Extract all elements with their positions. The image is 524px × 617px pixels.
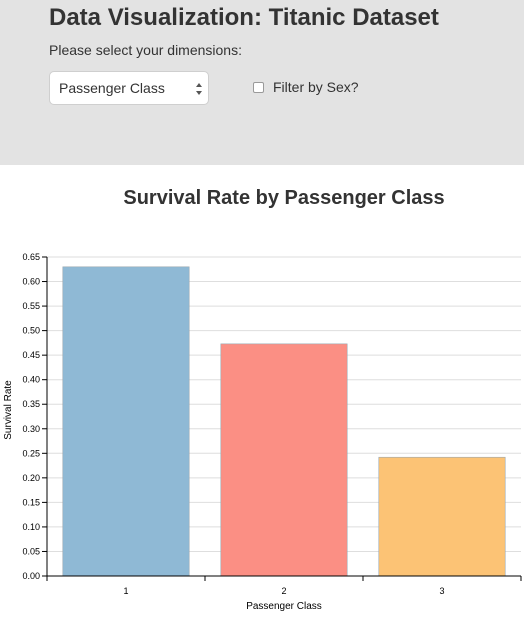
y-tick-label: 0.60: [22, 277, 40, 287]
chart-title: Survival Rate by Passenger Class: [123, 187, 444, 209]
y-tick-label: 0.30: [22, 424, 40, 434]
survival-chart: Survival Rate by Passenger Class 0.000.0…: [3, 187, 522, 612]
y-axis-title: Survival Rate: [3, 380, 14, 440]
page-title: Data Visualization: Titanic Dataset: [49, 4, 439, 31]
bar-class-3: [378, 456, 506, 577]
x-axis-title: Passenger Class: [246, 601, 322, 612]
y-axis: 0.00 0.05 0.10 0.15 0.20 0.25 0.30 0.35 0.40 0.45…: [22, 252, 48, 581]
x-tick-label: 2: [281, 586, 286, 596]
x-axis: 1 2 3: [46, 575, 522, 596]
y-tick-label: 0.65: [22, 252, 40, 262]
x-tick-label: 1: [123, 586, 128, 596]
dimension-prompt: Please select your dimensions:: [49, 42, 242, 58]
y-tick-label: 0.55: [22, 301, 40, 311]
dimension-select-value: Passenger Class: [59, 80, 165, 96]
y-tick-label: 0.15: [22, 497, 40, 507]
x-tick-label: 3: [439, 586, 444, 596]
bar-class-2: [220, 343, 348, 577]
y-tick-label: 0.20: [22, 473, 40, 483]
bar-class-1: [62, 266, 190, 577]
controls-panel: Data Visualization: Titanic Dataset Plea…: [0, 0, 524, 165]
y-tick-label: 0.50: [22, 326, 40, 336]
filter-label: Filter by Sex?: [273, 79, 359, 95]
y-tick-label: 0.00: [22, 571, 40, 581]
select-arrows-icon: [196, 83, 202, 95]
dimension-select[interactable]: Passenger Class: [49, 71, 209, 105]
y-tick-label: 0.35: [22, 399, 40, 409]
filter-by-sex-toggle[interactable]: Filter by Sex?: [253, 79, 359, 95]
y-tick-label: 0.10: [22, 522, 40, 532]
y-tick-label: 0.40: [22, 375, 40, 385]
filter-checkbox[interactable]: [253, 81, 264, 93]
chart-bars: [62, 266, 506, 577]
y-tick-label: 0.45: [22, 350, 40, 360]
y-tick-label: 0.05: [22, 546, 40, 556]
y-tick-label: 0.25: [22, 448, 40, 458]
